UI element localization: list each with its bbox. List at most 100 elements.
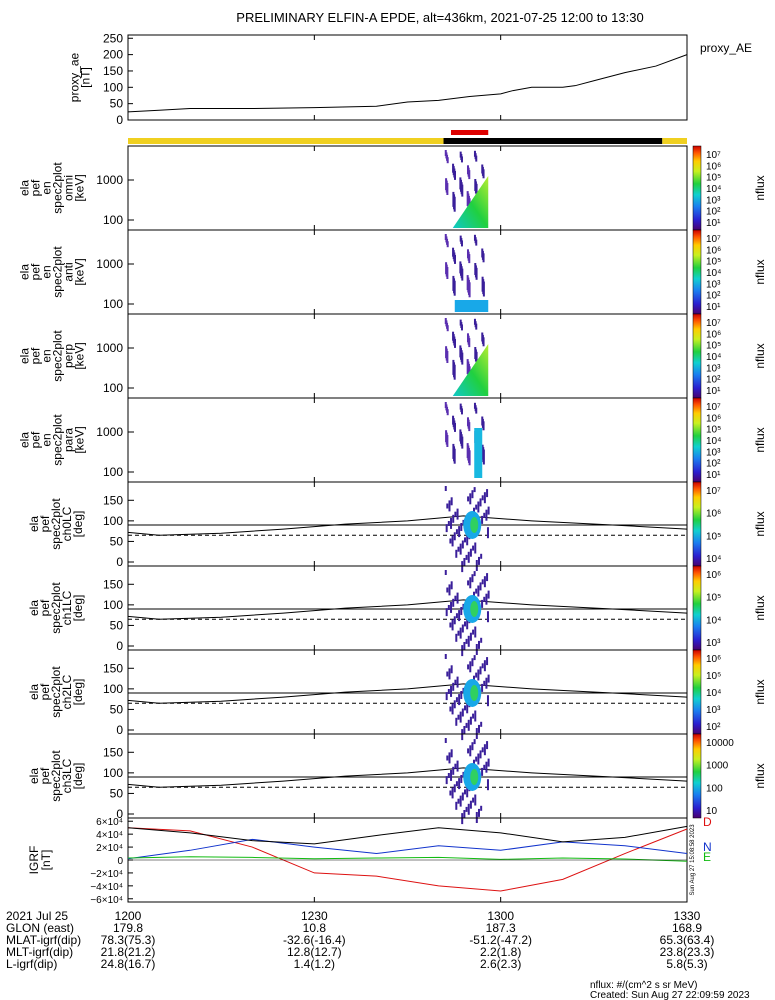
pa-tick-label: 150 [103, 745, 123, 759]
spectrogram-pixel [450, 749, 453, 758]
igrf-tick-label: 6×10⁴ [96, 817, 123, 828]
spec3-colorbar-tick: 10¹ [706, 470, 721, 481]
spectrogram-pixel [446, 351, 449, 363]
spectrogram-pixel [450, 665, 453, 674]
loss-cone-line [127, 683, 688, 704]
spec1-colorbar-label: nflux [753, 259, 767, 284]
table-cell: 168.9 [672, 921, 702, 935]
pa-ylabel-line: pef [38, 515, 52, 532]
spectrogram-pixel [446, 435, 449, 447]
spectrogram-pixel [486, 611, 489, 623]
spectrogram-pixel [469, 716, 472, 725]
table-row-label: 2021 Jul 25 [6, 909, 68, 923]
spectrogram-pixel [482, 281, 485, 297]
spectrogram-flux-core [470, 516, 479, 533]
pa0-colorbar-label-text: nflux [753, 511, 767, 536]
spectrogram-pixel [455, 717, 458, 726]
spec-ylabel-line: pef [29, 179, 43, 196]
spectrogram-pixel [450, 685, 453, 697]
spectrogram-pixel [453, 448, 456, 464]
pa-ylabel-line: ela [27, 768, 41, 784]
spectrogram-pixel [477, 501, 480, 513]
pa2-colorbar [692, 649, 702, 735]
spectrogram-pixel [471, 658, 474, 667]
sunlit-bar [128, 138, 444, 144]
spectrogram-pixel [460, 691, 463, 699]
spec-ylabel-line: spec2plot [51, 246, 65, 298]
pa1-colorbar-tick: 10⁵ [706, 593, 721, 604]
spectrogram-pixel [445, 692, 448, 701]
spectrogram-pixel [466, 702, 469, 714]
spec-panel-frame [127, 397, 688, 483]
spec2-spectrogram [444, 318, 489, 396]
spectrogram-pixel [455, 801, 458, 810]
spectrogram-pixel [446, 409, 449, 416]
ae-legend: proxy_AE [700, 41, 752, 55]
spec1-colorbar [692, 229, 702, 315]
spectrogram-pixel [477, 808, 480, 817]
spectrogram-pixel [482, 169, 485, 179]
spectrogram-pixel [447, 521, 450, 526]
spectrogram-pixel [486, 741, 489, 750]
spectrogram-pixel [458, 694, 461, 706]
spec-ylabel-line: pef [29, 347, 43, 364]
spectrogram-pixel [451, 619, 454, 631]
spec-panel-frame [127, 313, 688, 399]
pa2-spectrogram [444, 654, 490, 741]
spectrogram-pixel [459, 543, 462, 555]
spec0-colorbar-tick: 10⁵ [706, 173, 721, 184]
table-cell: 187.3 [486, 921, 516, 935]
spectrogram-pixel [459, 711, 462, 723]
pa1-colorbar-label-text: nflux [753, 595, 767, 620]
spectrogram-pixel [461, 729, 464, 741]
spectrogram-pixel [473, 487, 476, 493]
spectrogram-pixel [483, 764, 486, 770]
spectrogram-pixel [481, 579, 484, 585]
spec0-colorbar-tick: 10⁶ [706, 161, 721, 172]
spectrogram-pixel [467, 580, 470, 586]
spectrogram-pixel [483, 576, 486, 588]
spec-ylabel-line: para [62, 428, 76, 452]
spec0-colorbar-tick: 10¹ [706, 218, 721, 229]
spectrogram-pixel [486, 695, 489, 707]
spec3-colorbar-tick: 10⁶ [706, 413, 721, 424]
table-row-label: MLT-igrf(dip) [6, 945, 73, 959]
spec3-colorbar-tick: 10² [706, 459, 721, 470]
pa-tick-label: 150 [103, 577, 123, 591]
spectrogram-pixel [461, 540, 464, 549]
igrf-ylabel: IGRF[nT] [27, 846, 53, 875]
spectrogram-pixel [461, 184, 464, 197]
pa1-colorbar-tick: 10⁴ [706, 615, 721, 626]
spectrogram-pixel [451, 787, 454, 799]
igrf-tick-label: 0 [117, 856, 123, 867]
spectrogram-pixel [482, 253, 485, 263]
spec3-colorbar-label: nflux [753, 427, 767, 452]
ae-tick-label: 200 [103, 48, 123, 62]
ae-tick-label: 50 [110, 97, 124, 111]
spectrogram-flux-region [474, 428, 483, 478]
spectrogram-pixel [444, 486, 447, 491]
spec-ylabel-line: pef [29, 431, 43, 448]
spec-ylabel-line: perp [62, 344, 76, 368]
table-cell: 2.2(1.8) [480, 945, 521, 959]
spectrogram-pixel [446, 241, 449, 248]
pa-tick-label: 0 [116, 807, 123, 821]
pa1-colorbar [692, 565, 702, 651]
pa1-colorbar-tick: 10³ [706, 638, 721, 649]
spectrogram-pixel [464, 537, 467, 543]
spec1-colorbar-tick: 10¹ [706, 302, 721, 313]
spectrogram-pixel [472, 545, 475, 551]
spectrogram-pixel [473, 655, 476, 661]
spectrogram-pixel [466, 534, 469, 546]
pa-ylabel-line: ch1LC [60, 590, 74, 625]
spectrogram-pixel [454, 170, 456, 180]
spectrogram-pixel [482, 449, 485, 465]
pa1-spectrogram [444, 570, 490, 657]
spectrogram-flux-region [452, 176, 489, 228]
igrf-ylabel-line: IGRF [27, 846, 41, 875]
spectrogram-pixel [455, 529, 458, 535]
spectrogram-pixel [473, 739, 476, 745]
spec-panel-frame [127, 229, 688, 315]
spectrogram-pixel [457, 546, 460, 552]
